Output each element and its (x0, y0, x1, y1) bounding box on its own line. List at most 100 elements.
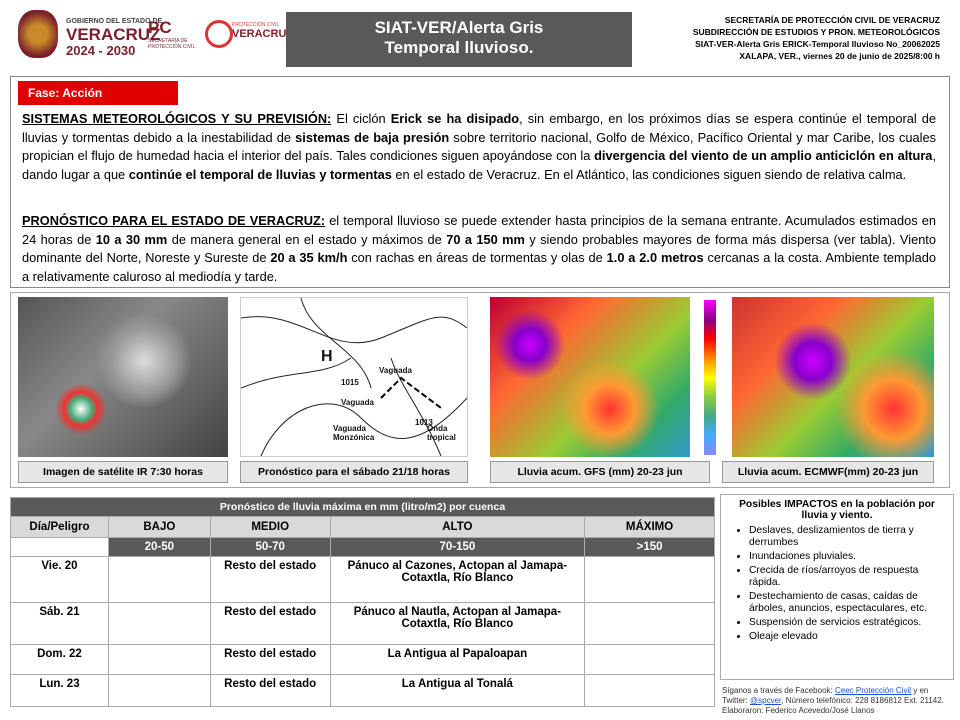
gov-years: 2024 - 2030 (66, 43, 136, 58)
info-line: SUBDIRECCIÓN DE ESTUDIOS Y PRON. METEORO… (692, 27, 940, 37)
footer: Síganos a través de Facebook: Ceec Prote… (722, 686, 944, 716)
emphasis: divergencia del viento de un amplio anti… (594, 148, 933, 164)
phase: Fase: Acción (18, 81, 178, 105)
text: con rachas en áreas de tormentas y olas … (347, 250, 607, 266)
impact-item: Suspensión de servicios estratégicos. (749, 617, 947, 629)
emphasis: sistemas de baja presión (295, 129, 450, 145)
day-cell: Lun. 23 (10, 674, 109, 707)
facebook-link[interactable]: Ceec Protección Civil (834, 686, 911, 695)
text: el temporal lluvioso se puede extender h… (22, 213, 936, 247)
pcv-logo (205, 20, 233, 48)
table-title-row: Pronóstico de lluvia máxima en mm (litro… (10, 497, 715, 517)
map-label: H (321, 348, 333, 365)
high-cell: Pánuco al Cazones, Actopan al Jamapa-Cot… (329, 556, 586, 603)
impact-item: Deslaves, deslizamientos de tierra y der… (749, 525, 947, 549)
text: El ciclón (331, 111, 391, 126)
day-cell: Sáb. 21 (10, 602, 109, 645)
text: y siendo probables mayores de forma más … (22, 231, 936, 266)
table-row: Vie. 20 Resto del estado Pánuco al Cazones… (10, 556, 715, 603)
footer-text: , Número telefónico: 228 8186812 Ext. 21… (781, 696, 944, 705)
column-header: MEDIO (209, 516, 331, 538)
text: , sin embargo, en los próximos días se e… (22, 111, 936, 145)
caption: Lluvia acum. ECMWF(mm) 20-23 jun (722, 461, 934, 483)
range-row: 20-50 50-70 70-150 >150 (10, 537, 715, 557)
emphasis: 20 a 35 km/h (270, 250, 348, 266)
footer-text: y en (911, 686, 929, 695)
range-cell: 50-70 (209, 537, 331, 557)
color-scale (704, 300, 716, 455)
rain-table: Pronóstico de lluvia máxima en mm (litro… (10, 497, 715, 707)
pc-text: SECRETARÍA DE PROTECCIÓN CIVIL (148, 38, 196, 50)
gov-state: VERACRUZ (66, 25, 161, 44)
table-header-row: Día/Peligro BAJO MEDIO ALTO MÁXIMO (10, 516, 715, 538)
caption: Imagen de satélite IR 7:30 horas (18, 461, 228, 483)
high-cell: La Antigua al Tonalá (329, 674, 586, 707)
paragraph: PRONÓSTICO PARA EL ESTADO DE VERACRUZ: e… (22, 212, 936, 286)
emphasis: 70 a 150 mm (446, 231, 525, 247)
table-row: Sáb. 21 Resto del estado Pánuco al Nautla,… (10, 602, 715, 645)
table-row: Dom. 22 Resto del estado La Antigua al Pap… (10, 644, 715, 675)
impact-item: Oleaje elevado (749, 631, 947, 643)
map-label: 1015 (341, 378, 359, 387)
paragraph-heading: PRONÓSTICO PARA EL ESTADO DE VERACRUZ: (22, 213, 326, 228)
caption: Lluvia acum. GFS (mm) 20-23 jun (490, 461, 710, 483)
medium-cell: Resto del estado (209, 644, 331, 675)
text: sobre territorio nacional, Golfo de Méxi… (22, 129, 936, 164)
info: SECRETARÍA DE PROTECCIÓN CIVIL DE VERACR… (693, 14, 940, 62)
emphasis: Erick se ha disipado (390, 111, 520, 126)
column-header: BAJO (107, 516, 211, 538)
title-box: SIAT-VER/Alerta Gris Temporal lluvioso. (286, 12, 632, 67)
impacts-title: Posibles IMPACTOS en la población por ll… (739, 499, 935, 521)
column-header: Día/Peligro (10, 516, 109, 538)
range-cell: >150 (584, 537, 715, 557)
text: en el estado de Veracruz. En el Atlántic… (391, 166, 907, 182)
map-label: Vaguada Monzónica (333, 424, 375, 442)
footer-text: Elaboraron: Federico Acevedo/José Llanos (722, 706, 875, 715)
map-label: Vaguada (341, 398, 374, 407)
image-row (10, 292, 950, 488)
max-cell (584, 556, 715, 603)
map-label: 1013 (415, 418, 433, 427)
impact-item: Inundaciones pluviales. (749, 551, 947, 563)
high-cell: Pánuco al Nautla, Actopan al Jamapa-Cota… (329, 602, 586, 645)
emphasis: 10 a 30 mm (95, 231, 168, 247)
range-cell: 20-50 (107, 537, 211, 557)
subtitle: Temporal lluvioso. (384, 38, 534, 57)
low-cell (107, 556, 211, 603)
caption: Pronóstico para el sábado 21/18 horas (240, 461, 468, 483)
twitter-link[interactable]: @spcver (750, 696, 782, 705)
emphasis: continúe el temporal de lluvias y tormen… (128, 166, 392, 182)
medium-cell: Resto del estado (209, 556, 331, 603)
low-cell (107, 644, 211, 675)
forecast-map: H Vaguada Vaguada Vaguada Monzónica Onda tro… (240, 297, 468, 457)
table-row: Lun. 23 Resto del estado La Antigua al Ton… (10, 674, 715, 707)
impact-item: Destechamiento de casas, caídas de árbol… (749, 591, 947, 615)
satellite-image (18, 297, 228, 457)
forecast-lines (241, 298, 467, 456)
impact-item: Crecida de ríos/arroyos de respuesta ráp… (749, 565, 947, 589)
pc-logo: PC (148, 18, 172, 37)
gov-line: GOBIERNO DEL ESTADO DE (66, 18, 163, 25)
range-cell: 70-150 (329, 537, 586, 557)
pcv-bottom: VERACRUZ (232, 28, 294, 40)
max-cell (584, 644, 715, 675)
max-cell (584, 674, 715, 707)
info-line: SECRETARÍA DE PROTECCIÓN CIVIL DE VERACR… (724, 15, 940, 25)
paragraph-heading: SISTEMAS METEOROLÓGICOS Y SU PREVISIÓN: (22, 111, 332, 126)
title: SIAT-VER/Alerta Gris (374, 18, 544, 37)
column-header: MÁXIMO (584, 516, 715, 538)
pcv-top: PROTECCIÓN CIVIL (232, 22, 280, 28)
ecmwf-map (732, 297, 934, 457)
column-header: ALTO (329, 516, 586, 538)
day-cell: Vie. 20 (10, 556, 109, 603)
text: cercanas a la costa. Ambiente templado a… (22, 250, 936, 284)
medium-cell: Resto del estado (209, 674, 331, 707)
info-line: SIAT-VER-Alerta Gris ERICK-Temporal lluv… (695, 39, 940, 49)
day-cell: Dom. 22 (10, 644, 109, 675)
low-cell (107, 602, 211, 645)
map-label: Vaguada (379, 366, 412, 375)
footer-text: Síganos a través de Facebook: (722, 686, 833, 695)
map-label: Onda tropical (427, 424, 456, 442)
text: de manera general en el estado y máximos… (167, 231, 447, 247)
